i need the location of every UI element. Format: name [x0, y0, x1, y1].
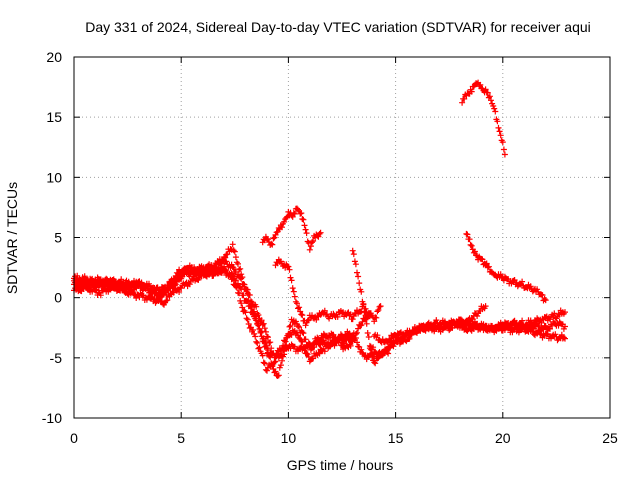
- y-axis-label: SDTVAR / TECUs: [4, 182, 20, 294]
- y-tick-labels: -10 -5 0 5 10 15 20: [42, 49, 62, 426]
- data-point-markers: [459, 79, 508, 158]
- x-axis-label: GPS time / hours: [287, 457, 394, 473]
- data-point-markers: [259, 205, 324, 253]
- series-arc-11: [456, 307, 568, 334]
- y-tick-label: 20: [46, 49, 62, 65]
- x-tick-label: 20: [495, 430, 511, 446]
- y-tick-label: 5: [54, 230, 62, 246]
- y-tick-label: 15: [46, 109, 62, 125]
- x-tick-label: 5: [177, 430, 185, 446]
- series-arc-5: [259, 205, 324, 253]
- x-tick-labels: 0 5 10 15 20 25: [70, 430, 618, 446]
- x-tick-label: 15: [388, 430, 404, 446]
- x-tick-label: 10: [281, 430, 297, 446]
- y-tick-label: -10: [42, 410, 62, 426]
- series-arc-7: [264, 310, 373, 379]
- data-point-markers: [264, 310, 373, 379]
- x-tick-label: 25: [602, 430, 618, 446]
- data-point-markers: [456, 307, 568, 334]
- y-tick-label: 0: [54, 290, 62, 306]
- y-tick-label: -5: [50, 350, 63, 366]
- x-tick-label: 0: [70, 430, 78, 446]
- data-point-markers: [463, 230, 549, 304]
- y-tick-label: 10: [46, 169, 62, 185]
- chart-title: Day 331 of 2024, Sidereal Day-to-day VTE…: [85, 19, 591, 35]
- series-arc-12: [459, 79, 508, 158]
- series-arc-13: [463, 230, 549, 304]
- plot-frame: [73, 56, 611, 419]
- grid-lines: [74, 57, 610, 418]
